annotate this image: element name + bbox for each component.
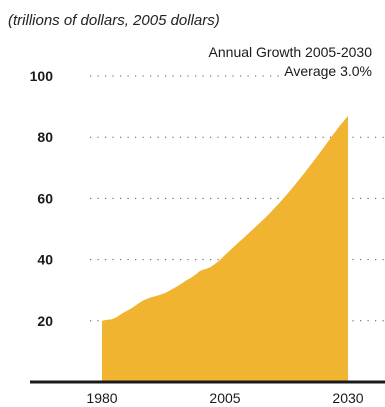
x-axis-ticks: 1980 2005 2030: [86, 390, 363, 406]
annotation-background: [280, 66, 384, 80]
x-tick-label-2005: 2005: [209, 390, 240, 406]
y-tick-label-40: 40: [37, 252, 53, 268]
series-area: [102, 115, 348, 382]
annotation-line-1: Annual Growth 2005-2030: [209, 44, 373, 60]
unit-label: (trillions of dollars, 2005 dollars): [8, 12, 220, 29]
y-tick-label-20: 20: [37, 313, 53, 329]
annotation-line-2: Average 3.0%: [284, 63, 372, 79]
x-tick-label-2030: 2030: [332, 390, 363, 406]
y-axis-ticks: 20 40 60 80 100: [30, 68, 54, 329]
plot-area: [102, 115, 348, 382]
x-tick-label-1980: 1980: [86, 390, 117, 406]
y-tick-label-100: 100: [30, 68, 54, 84]
y-tick-label-60: 60: [37, 190, 53, 206]
y-tick-label-80: 80: [37, 129, 53, 145]
